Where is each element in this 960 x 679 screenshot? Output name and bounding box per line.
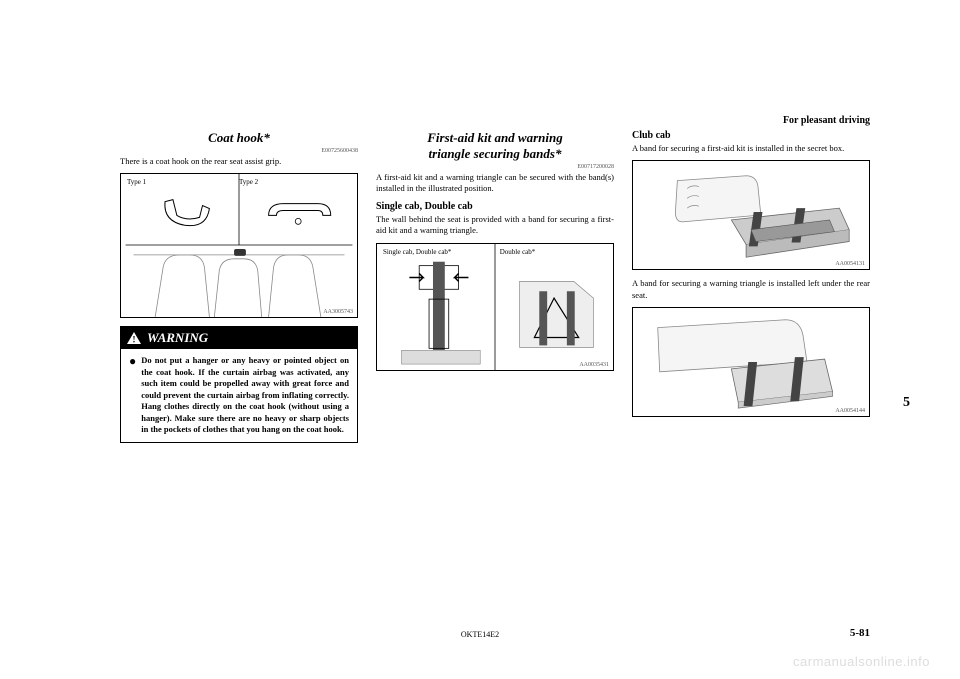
footer-page-number: 5-81 [850,627,870,639]
column-2: First-aid kit and warning triangle secur… [376,130,614,443]
club-cab-text1: A band for securing a first-aid kit is i… [632,143,870,154]
club2-svg [633,308,869,416]
single-double-text: The wall behind the seat is provided wit… [376,214,614,237]
figure-club-2: AA0054144 [632,307,870,417]
figure-coat-hook: Type 1 Type 2 AA3005743 [120,173,358,318]
coat-hook-intro: There is a coat hook on the rear seat as… [120,156,358,167]
fig-label-right: Double cab* [500,248,536,256]
column-3: Club cab A band for securing a first-aid… [632,130,870,443]
bands-svg [377,244,613,370]
figure-bands: Single cab, Double cab* Double cab* AA00… [376,243,614,371]
fig-code-4: AA0054144 [835,408,865,414]
figure-club-1: AA0054131 [632,160,870,270]
club-cab-subhead: Club cab [632,130,870,141]
bands-title-2: triangle securing bands* [376,146,614,162]
club-cab-text2: A band for securing a warning triangle i… [632,278,870,301]
warning-triangle-icon: ! [127,332,141,344]
fig-label-type1: Type 1 [127,178,146,186]
coat-hook-svg [121,174,357,317]
bullet-icon: ● [129,355,136,435]
svg-text:!: ! [133,335,136,345]
page-content: Coat hook* E00725600438 There is a coat … [0,0,960,473]
fig-code-1: AA3005743 [323,309,353,315]
fig-label-type2: Type 2 [239,178,258,186]
warning-header: ! WARNING [121,327,357,349]
bands-title-1: First-aid kit and warning [376,130,614,146]
code-1: E00725600438 [120,148,358,154]
single-double-subhead: Single cab, Double cab [376,201,614,212]
column-1: Coat hook* E00725600438 There is a coat … [120,130,358,443]
warning-box: ! WARNING ● Do not put a hanger or any h… [120,326,358,442]
fig-code-3: AA0054131 [835,261,865,267]
warning-body: ● Do not put a hanger or any heavy or po… [121,349,357,441]
club1-svg [633,161,869,269]
code-2: E00717200028 [376,164,614,170]
fig-code-2: AA0035431 [579,362,609,368]
fig-label-left: Single cab, Double cab* [383,248,451,256]
section-header: For pleasant driving [783,115,870,126]
coat-hook-title: Coat hook* [120,130,358,146]
warning-heading-text: WARNING [147,330,208,346]
footer-doc-code: OKTE14E2 [461,630,499,639]
chapter-tab: 5 [903,395,910,411]
warning-text: Do not put a hanger or any heavy or poin… [141,355,349,435]
bands-intro: A first-aid kit and a warning triangle c… [376,172,614,195]
watermark: carmanualsonline.info [793,654,930,669]
